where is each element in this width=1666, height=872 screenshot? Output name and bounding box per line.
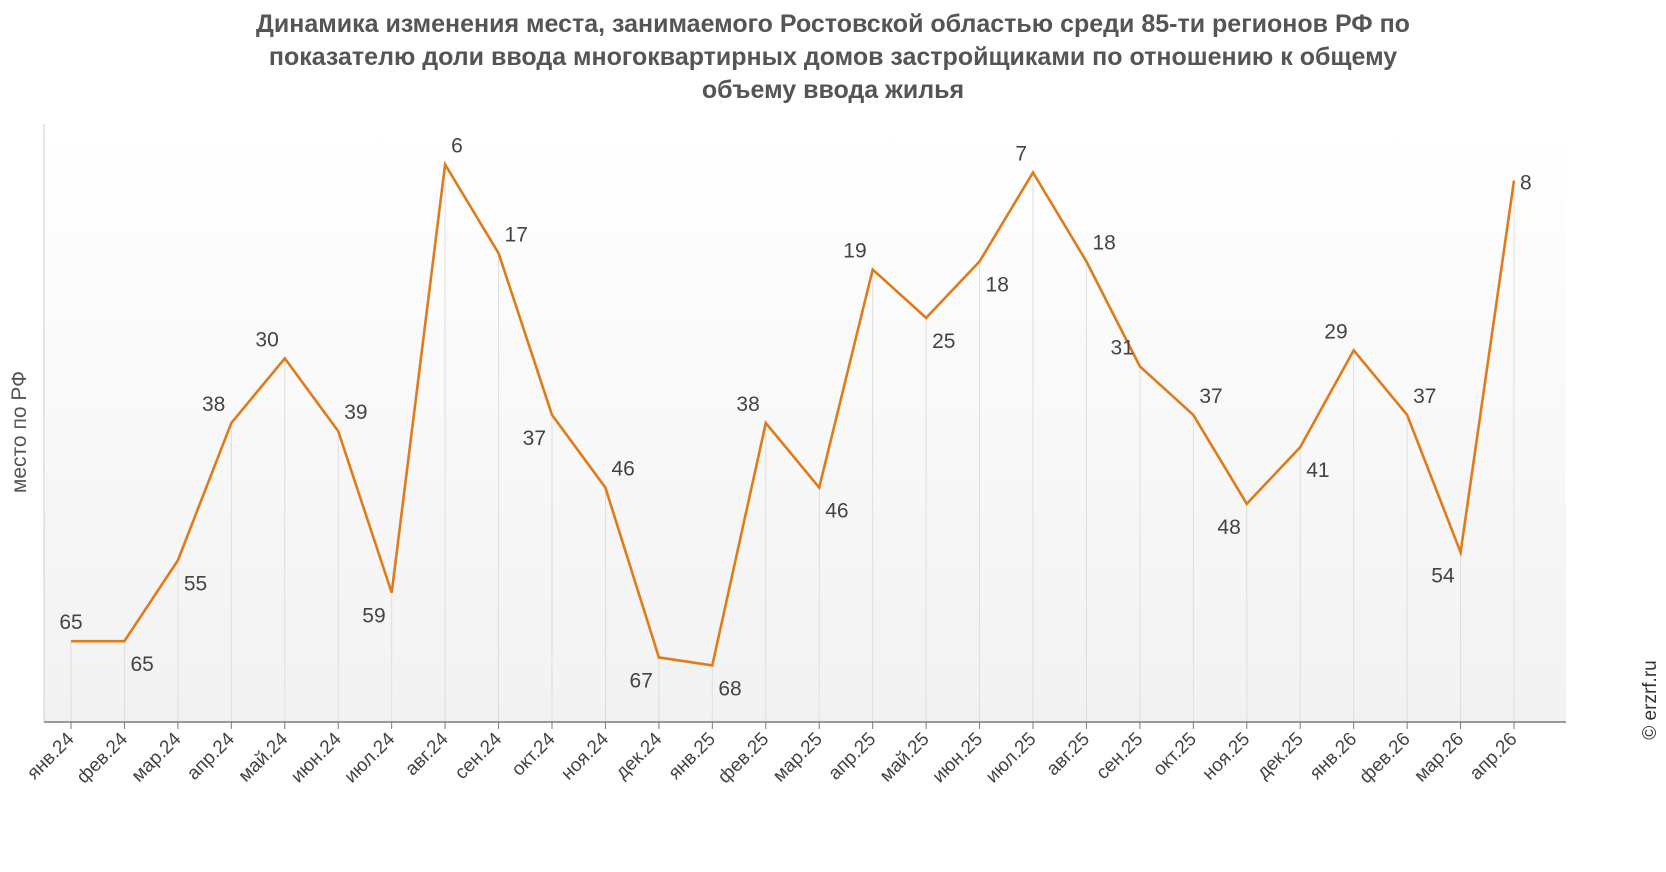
data-label: 68 <box>718 677 741 700</box>
x-tick-label: окт.25 <box>1149 729 1201 781</box>
x-tick-label: окт.24 <box>508 728 560 780</box>
data-label: 25 <box>932 330 955 353</box>
x-tick-label: дек.25 <box>1253 729 1308 784</box>
data-label: 65 <box>59 611 82 634</box>
chart-title-line-1: Динамика изменения места, занимаемого Ро… <box>256 10 1410 38</box>
data-label: 54 <box>1431 564 1455 587</box>
x-tick-label: апр.26 <box>1466 729 1522 785</box>
x-tick-label: сен.24 <box>451 728 506 783</box>
x-tick-label: дек.24 <box>612 728 667 783</box>
x-tick-label: июл.24 <box>341 728 400 787</box>
data-label: 38 <box>202 393 225 416</box>
x-tick-label: авг.25 <box>1043 729 1094 780</box>
data-label: 6 <box>451 134 463 157</box>
data-label: 59 <box>362 605 385 628</box>
x-tick-label: янв.25 <box>665 729 720 784</box>
x-tick-label: мар.24 <box>128 728 186 786</box>
x-tick-label: июн.24 <box>287 728 346 787</box>
y-axis-label: место по РФ <box>8 370 31 494</box>
data-label: 18 <box>1092 231 1115 254</box>
series-line <box>71 160 1516 667</box>
x-tick-label: фев.25 <box>714 729 773 788</box>
data-label: 65 <box>130 653 153 676</box>
x-tick-label: янв.26 <box>1306 729 1361 784</box>
data-label: 7 <box>1015 142 1027 165</box>
chart-title: Динамика изменения места, занимаемого Ро… <box>0 8 1666 107</box>
x-tick-label: май.24 <box>235 728 293 786</box>
data-label: 48 <box>1217 516 1240 539</box>
data-label: 19 <box>843 239 866 262</box>
x-tick-label: сен.25 <box>1092 729 1147 784</box>
data-label: 8 <box>1520 172 1532 195</box>
x-tick-label: мар.26 <box>1410 729 1468 787</box>
data-label: 39 <box>344 401 367 424</box>
plot-area <box>44 124 1566 722</box>
data-label: 38 <box>736 393 759 416</box>
x-tick-label: фев.24 <box>73 728 132 787</box>
data-label: 46 <box>825 500 848 523</box>
x-tick-label: ноя.25 <box>1199 729 1255 785</box>
x-tick-label: апр.25 <box>824 729 880 785</box>
data-label: 30 <box>255 328 278 351</box>
x-tick-label: июн.25 <box>929 729 988 788</box>
data-label: 41 <box>1306 459 1329 482</box>
data-label: 29 <box>1324 320 1347 343</box>
x-tick-label: янв.24 <box>23 728 79 784</box>
x-tick-label: авг.24 <box>401 728 453 780</box>
data-label: 37 <box>1413 385 1436 408</box>
data-label: 17 <box>505 223 528 246</box>
x-tick-label: мар.25 <box>769 729 827 787</box>
data-label: 31 <box>1111 336 1134 359</box>
data-label: 37 <box>1199 385 1222 408</box>
x-tick-label: май.25 <box>876 729 934 787</box>
data-label: 46 <box>611 458 634 481</box>
copyright-text: © erzrf.ru <box>1640 660 1661 740</box>
data-label: 37 <box>523 427 546 450</box>
chart-title-line-2: показателю доли ввода многоквартирных до… <box>268 43 1398 71</box>
x-tick-label: апр.24 <box>183 728 239 784</box>
chart-title-line-3: объему ввода жилья <box>701 76 965 104</box>
x-tick-label: фев.26 <box>1355 729 1414 788</box>
data-label: 55 <box>184 572 207 595</box>
data-label: 18 <box>986 273 1009 296</box>
data-label: 67 <box>630 669 653 692</box>
x-tick-label: июл.25 <box>982 729 1041 788</box>
x-tick-label: ноя.24 <box>557 728 613 784</box>
